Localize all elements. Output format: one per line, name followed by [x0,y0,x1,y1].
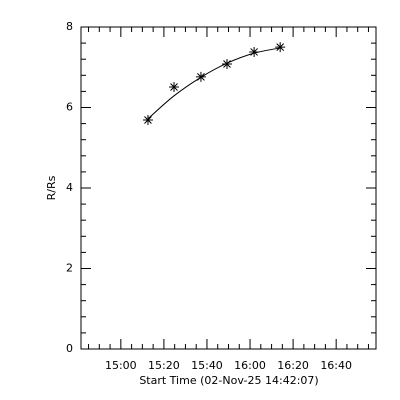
x-tick-label: 15:40 [191,359,223,372]
x-tick-label: 16:20 [277,359,309,372]
x-axis-label: Start Time (02-Nov-25 14:42:07) [139,374,318,387]
y-tick-label: 6 [66,101,73,114]
y-tick-label: 4 [66,181,73,194]
x-tick-label: 15:20 [148,359,180,372]
y-axis-label: R/Rs [45,175,58,200]
x-tick-label: 16:00 [234,359,266,372]
x-tick-label: 16:40 [320,359,352,372]
data-point [221,59,232,70]
data-point [249,46,260,57]
y-tick-label: 2 [66,262,73,275]
fit-line [147,47,281,120]
y-tick-label: 8 [66,20,73,33]
data-point [275,42,286,53]
y-tick-label: 0 [66,342,73,355]
plot-frame [80,26,377,350]
data-point [142,114,153,125]
data-point [169,81,180,92]
x-tick-label: 15:00 [105,359,137,372]
